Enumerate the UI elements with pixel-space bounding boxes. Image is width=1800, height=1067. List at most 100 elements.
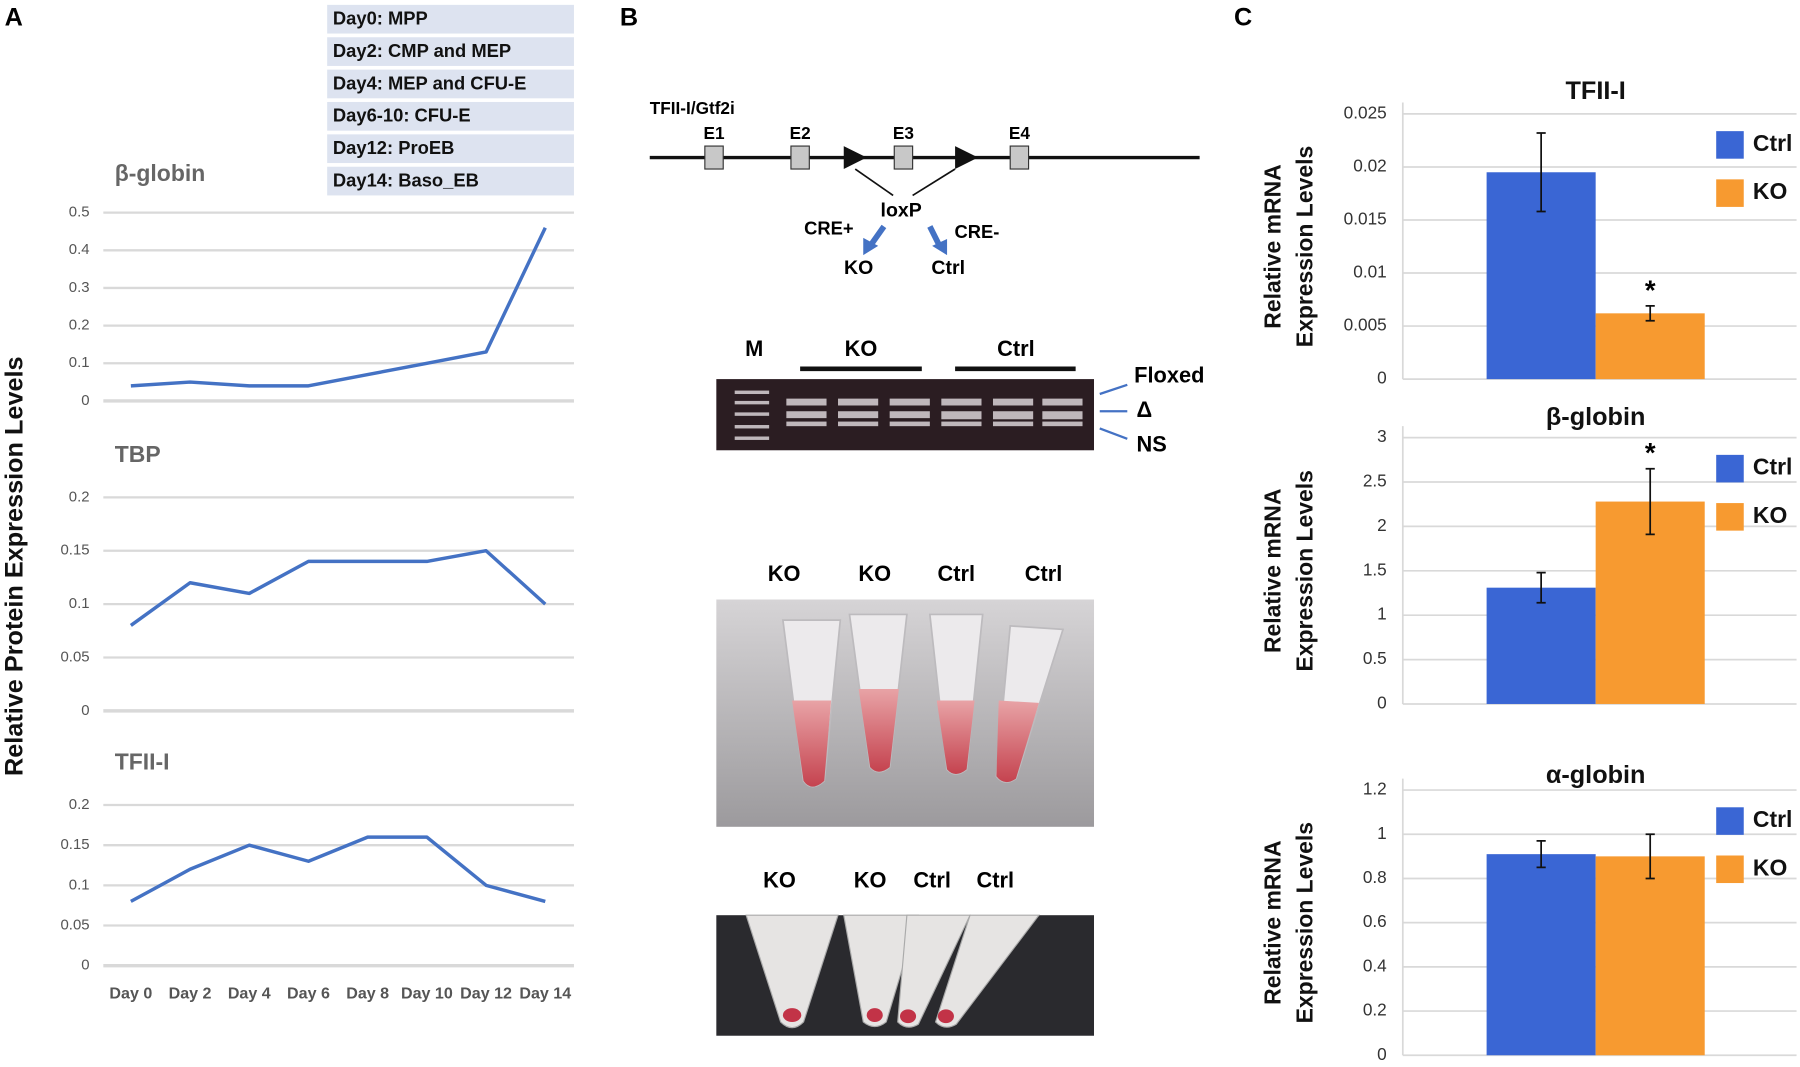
- bar: [1486, 587, 1596, 704]
- y-tick-label: 0.05: [61, 916, 90, 933]
- site-label: loxP: [881, 200, 922, 222]
- y-tick-label: 0.4: [1363, 955, 1387, 975]
- result-label: KO: [844, 257, 873, 279]
- y-tick-label: 2.5: [1363, 471, 1387, 491]
- photo-label: Ctrl: [977, 868, 1015, 893]
- lane-label: M: [745, 336, 763, 361]
- chart-title: TBP: [115, 441, 161, 467]
- key-cell: [327, 69, 574, 99]
- y-tick-label: 0: [1377, 693, 1387, 713]
- key-text: Day14: Baso_EB: [333, 169, 479, 190]
- y-tick-label: 0.1: [69, 354, 90, 371]
- legend-label: KO: [1753, 854, 1787, 880]
- key-cell: [327, 4, 574, 34]
- legend-swatch: [1716, 454, 1744, 483]
- exon: [893, 145, 914, 170]
- lane-label: KO: [845, 336, 878, 361]
- y-tick-label: 0.2: [69, 796, 90, 813]
- y-tick-label: 0.005: [1344, 315, 1387, 335]
- photo-label: KO: [854, 868, 887, 893]
- band-label: Δ: [1136, 397, 1152, 422]
- gene-diagram: TFII-I/Gtf2i loxP CRE+ CRE- KO Ctrl: [650, 98, 1200, 279]
- key-cell: [327, 37, 574, 66]
- exon: [704, 145, 724, 170]
- arrow-label: CRE+: [804, 218, 853, 239]
- legend-label: Ctrl: [1753, 806, 1793, 832]
- photo: [716, 599, 1095, 827]
- y-tick-label: 0.2: [1363, 1000, 1387, 1020]
- key-text: Day2: CMP and MEP: [333, 40, 511, 61]
- chart-title: TFII-I: [1566, 77, 1626, 105]
- y-axis-label: Expression Levels: [1291, 822, 1317, 1023]
- error-bar: [1645, 833, 1655, 880]
- y-tick-label: 1.5: [1363, 559, 1387, 579]
- band-label: Floxed: [1134, 363, 1204, 388]
- y-tick-label: 0.1: [69, 595, 90, 612]
- y-tick-label: 0: [1377, 1044, 1387, 1064]
- photo: [716, 914, 1095, 1036]
- x-tick-label: Day 0: [109, 985, 152, 1003]
- loxp-site: [843, 146, 867, 170]
- panel-label: B: [620, 3, 638, 31]
- y-tick-label: 0.4: [69, 241, 90, 258]
- y-tick-label: 2: [1377, 515, 1387, 535]
- error-bar: [1536, 571, 1546, 604]
- photo-label: Ctrl: [937, 561, 975, 586]
- key-text: Day6-10: CFU-E: [333, 105, 471, 126]
- gene-name: TFII-I/Gtf2i: [650, 98, 735, 118]
- y-tick-label: 0.3: [69, 279, 90, 296]
- error-bar: [1645, 305, 1655, 322]
- y-axis-label: Relative mRNA: [1259, 489, 1285, 653]
- y-axis-label: Relative mRNA: [1259, 164, 1285, 328]
- exon: [790, 145, 810, 170]
- y-tick-label: 0.15: [61, 836, 90, 853]
- result-label: Ctrl: [931, 257, 965, 279]
- y-tick-label: 1: [1377, 604, 1387, 624]
- exon-label: E1: [704, 123, 725, 143]
- legend-swatch: [1716, 179, 1744, 207]
- y-tick-label: 1: [1377, 823, 1387, 843]
- x-tick-label: Day 4: [228, 985, 271, 1003]
- photo-label: Ctrl: [913, 868, 951, 893]
- arrow-label: CRE-: [954, 221, 999, 242]
- y-tick-label: 0.05: [61, 648, 90, 665]
- key-cell: [327, 134, 574, 164]
- x-tick-label: Day 14: [519, 985, 571, 1003]
- lane-label: Ctrl: [997, 336, 1035, 361]
- y-tick-label: 0.5: [69, 204, 90, 221]
- connector: [854, 168, 894, 197]
- chart-title: TFII-I: [115, 749, 170, 775]
- y-tick-label: 0: [81, 392, 89, 409]
- connector: [912, 168, 956, 197]
- arrow: [867, 224, 887, 248]
- error-bar: [1645, 467, 1655, 536]
- y-tick-label: 0.01: [1353, 262, 1386, 282]
- y-tick-label: 0.015: [1344, 209, 1387, 229]
- y-tick-label: 0.5: [1363, 648, 1387, 668]
- band-label: NS: [1136, 431, 1166, 456]
- y-tick-label: 0.8: [1363, 867, 1387, 887]
- y-tick-label: 0.2: [69, 488, 90, 505]
- y-tick-label: 0.1: [69, 876, 90, 893]
- chart-title: α-globin: [1546, 761, 1646, 789]
- key-text: Day12: ProEB: [333, 137, 454, 158]
- key-text: Day4: MEP and CFU-E: [333, 72, 527, 93]
- y-tick-label: 0: [81, 957, 89, 974]
- y-tick-label: 0.2: [69, 317, 90, 334]
- line-series: [130, 226, 547, 388]
- y-tick-label: 0: [81, 702, 89, 719]
- loxp-site: [955, 146, 979, 170]
- y-tick-label: 0.025: [1344, 102, 1387, 122]
- x-tick-label: Day 8: [346, 985, 389, 1003]
- y-tick-label: 0: [1377, 368, 1387, 388]
- panel-label: A: [5, 3, 23, 31]
- key-text: Day0: MPP: [333, 8, 428, 29]
- y-tick-label: 0.6: [1363, 911, 1387, 931]
- gel: M KO Ctrl Floxed Δ NS: [716, 336, 1204, 456]
- exon-label: E4: [1009, 123, 1030, 143]
- photo-label: KO: [858, 561, 891, 586]
- legend-label: Ctrl: [1753, 130, 1793, 156]
- error-bar: [1536, 132, 1546, 213]
